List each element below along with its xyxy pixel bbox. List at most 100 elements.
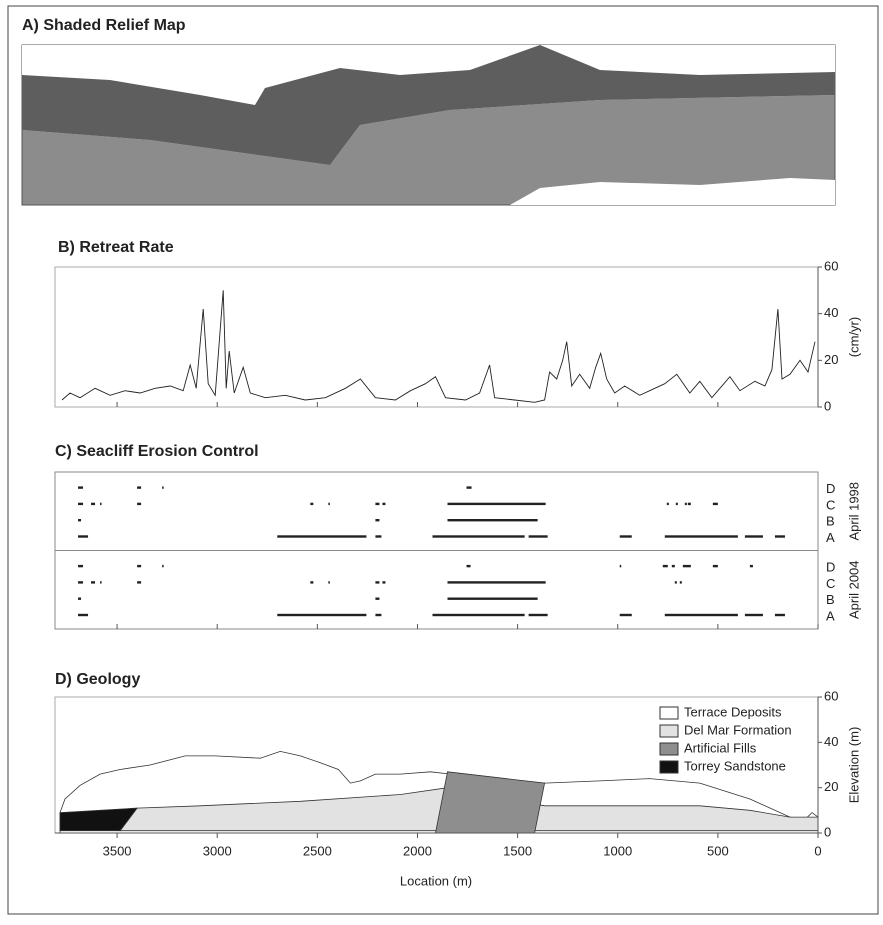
frame	[7, 5, 879, 915]
control-segment	[528, 535, 548, 538]
row-label: A	[826, 608, 835, 623]
retreat-line	[61, 290, 816, 403]
control-segment	[684, 502, 687, 506]
control-segment	[687, 502, 691, 506]
control-segment	[78, 519, 82, 522]
x-tick-label: 2500	[303, 843, 332, 858]
control-segment	[328, 581, 330, 584]
row-label: C	[826, 576, 835, 591]
plot-frame	[54, 471, 819, 551]
control-segment	[744, 613, 763, 617]
control-segment	[375, 581, 380, 584]
geology-layer	[435, 771, 546, 834]
legend-swatch	[659, 760, 679, 774]
y-axis-label: Elevation (m)	[846, 727, 861, 804]
control-segment	[78, 564, 84, 568]
control-segment	[375, 613, 382, 617]
control-segment	[328, 502, 330, 506]
legend-label: Del Mar Formation	[684, 722, 792, 737]
legend-label: Artificial Fills	[684, 740, 757, 755]
x-tick-label: 3000	[203, 843, 232, 858]
row-label: D	[826, 481, 835, 496]
control-segment	[91, 502, 96, 506]
control-segment	[528, 613, 548, 617]
relief-map	[21, 44, 836, 206]
control-segment	[375, 535, 382, 538]
control-segment	[679, 581, 682, 584]
x-axis-label: Location (m)	[400, 873, 472, 888]
y-tick-label: 20	[824, 779, 838, 794]
control-segment	[310, 502, 314, 506]
control-segment	[100, 581, 102, 584]
control-segment	[666, 502, 669, 506]
control-segment	[375, 597, 380, 600]
control-segment	[662, 564, 668, 568]
legend-swatch	[659, 706, 679, 720]
y-tick-label: 60	[824, 688, 838, 703]
control-segment	[749, 564, 753, 568]
control-segment	[466, 486, 472, 489]
row-label: D	[826, 560, 835, 575]
control-segment	[447, 597, 538, 600]
control-segment	[432, 535, 525, 538]
x-tick-label: 500	[707, 843, 729, 858]
row-label: A	[826, 530, 835, 545]
control-segment	[712, 502, 718, 506]
x-tick-label: 1000	[603, 843, 632, 858]
control-segment	[78, 597, 82, 600]
control-segment	[619, 564, 622, 568]
y-tick-label: 40	[824, 734, 838, 749]
control-segment	[78, 613, 89, 617]
control-segment	[137, 486, 142, 489]
period-label: April 2004	[846, 560, 861, 619]
control-segment	[277, 535, 367, 538]
control-segment	[137, 581, 142, 584]
x-tick-label: 2000	[403, 843, 432, 858]
map-beach	[510, 178, 835, 205]
control-segment	[382, 502, 386, 506]
control-segment	[78, 581, 84, 584]
panel-title: B) Retreat Rate	[58, 239, 174, 256]
x-tick-label: 0	[814, 843, 821, 858]
control-segment	[162, 486, 164, 489]
control-segment	[91, 581, 96, 584]
y-tick-label: 20	[824, 352, 838, 367]
plot-frame	[54, 550, 819, 630]
control-segment	[277, 613, 367, 617]
control-segment	[619, 613, 632, 617]
row-label: B	[826, 592, 835, 607]
y-tick-label: 0	[824, 824, 831, 839]
row-label: B	[826, 514, 835, 529]
control-segment	[674, 581, 677, 584]
control-segment	[382, 581, 386, 584]
control-segment	[78, 486, 84, 489]
x-tick-label: 3500	[103, 843, 132, 858]
control-segment	[774, 535, 785, 538]
control-segment	[447, 519, 538, 522]
geology-layer	[59, 807, 138, 832]
control-segment	[375, 502, 380, 506]
legend-label: Terrace Deposits	[684, 704, 782, 719]
control-segment	[682, 564, 691, 568]
map-land	[22, 45, 835, 165]
control-segment	[664, 535, 738, 538]
control-segment	[162, 564, 164, 568]
control-segment	[137, 564, 142, 568]
panel-title: D) Geology	[55, 671, 140, 688]
control-segment	[78, 535, 89, 538]
control-segment	[137, 502, 142, 506]
control-segment	[619, 535, 632, 538]
control-segment	[675, 502, 678, 506]
control-segment	[447, 502, 546, 506]
control-segment	[100, 502, 102, 506]
y-tick-label: 0	[824, 398, 831, 413]
control-segment	[432, 613, 525, 617]
control-segment	[78, 502, 84, 506]
control-segment	[447, 581, 546, 584]
legend-swatch	[659, 724, 679, 738]
y-tick-label: 60	[824, 258, 838, 273]
period-label: April 1998	[846, 482, 861, 541]
legend-swatch	[659, 742, 679, 756]
